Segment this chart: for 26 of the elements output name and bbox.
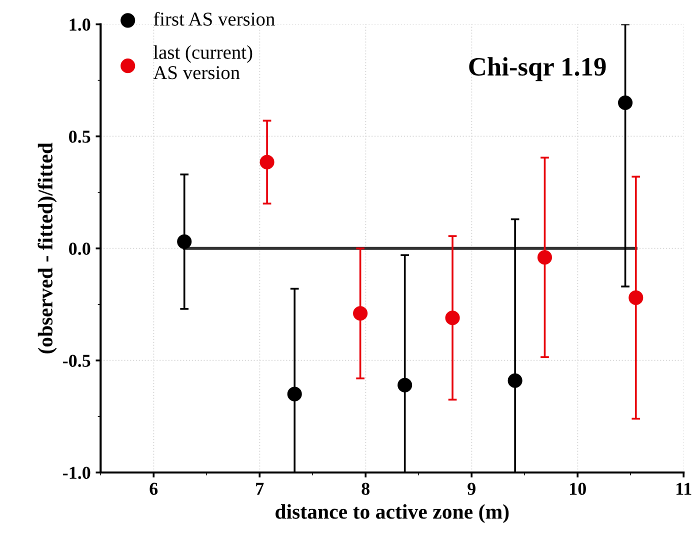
point [445, 310, 460, 326]
x-tick-label: 8 [362, 482, 370, 495]
y-tick-label: -0.5 [62, 354, 90, 367]
point [260, 154, 274, 170]
x-tick-label: 6 [150, 482, 158, 495]
x-axis-title: distance to active zone (m) [276, 504, 509, 524]
x-tick-label: 9 [468, 482, 476, 495]
x-tick-label: 7 [256, 482, 264, 495]
y-axis-title: (observed - fitted)/fitted [38, 142, 57, 354]
point [177, 234, 192, 249]
y-tick-label: 0.0 [69, 242, 90, 255]
x-tick-label: 11 [676, 482, 692, 495]
legend-label: first AS version [154, 12, 275, 26]
legend-label: last (current) AS version [153, 45, 252, 80]
point [353, 306, 368, 321]
point [398, 378, 412, 392]
x-tick-label: 10 [570, 482, 586, 495]
y-tick-label: 0.5 [69, 130, 90, 143]
y-tick-label: 1.0 [70, 18, 90, 31]
y-tick-label: -1.0 [62, 466, 90, 480]
point [287, 386, 302, 402]
point [628, 290, 644, 305]
point [618, 95, 633, 110]
point [537, 250, 552, 265]
annotation: Chi-sqr 1.19 [469, 57, 606, 82]
point [508, 373, 522, 388]
